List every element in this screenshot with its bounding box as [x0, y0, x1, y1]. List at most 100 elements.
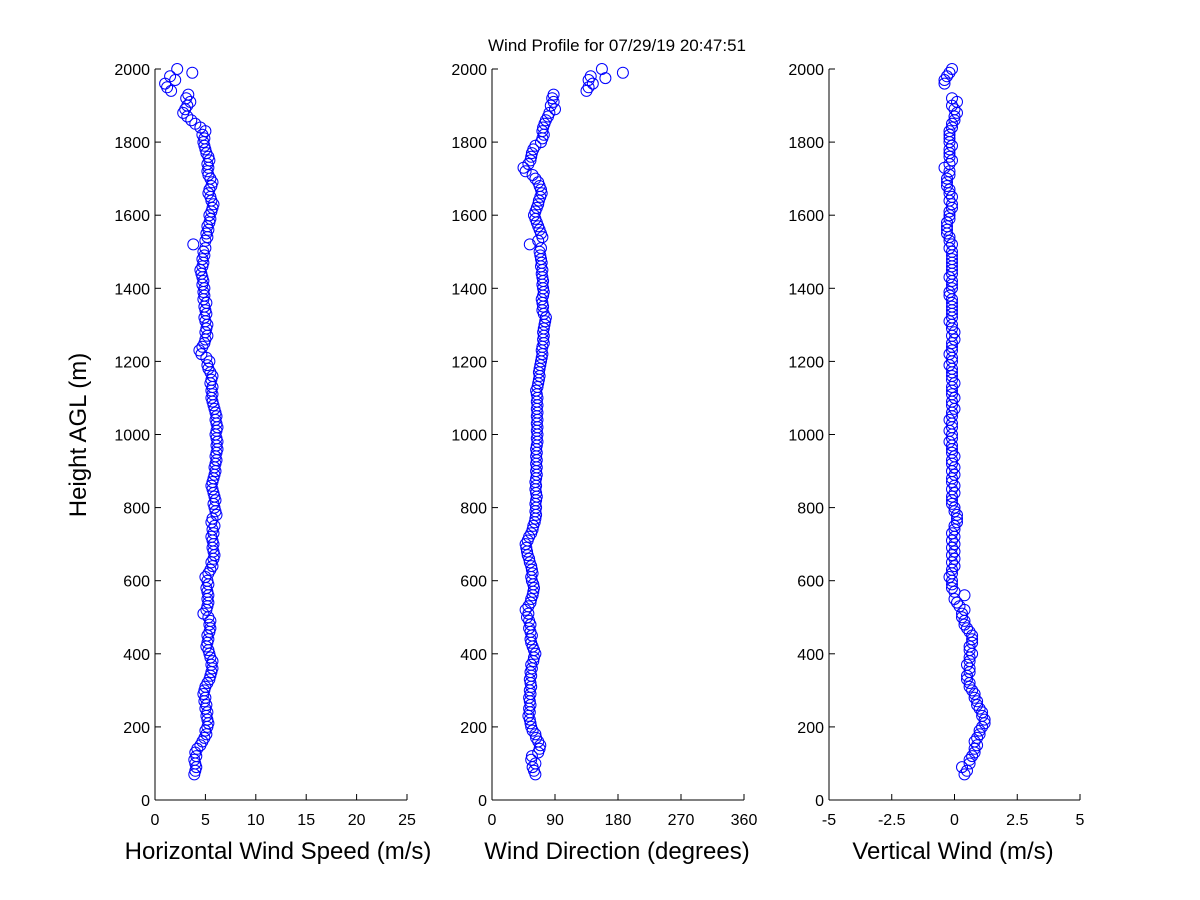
speed-data-point [205, 530, 218, 543]
speed-data-point [207, 198, 220, 211]
speed-data-point [159, 77, 172, 90]
vertical-data-point [946, 139, 958, 152]
vertical-data-point [943, 348, 956, 361]
vertical-data-point [948, 552, 961, 565]
vertical-data-point [946, 446, 958, 459]
vertical-data-point [958, 589, 971, 602]
vertical-data-point [963, 640, 976, 653]
speed-y-tick-label: 2000 [114, 62, 150, 79]
direction-data-point [527, 143, 540, 156]
vertical-data-point [971, 731, 984, 744]
direction-y-tick-label: 600 [460, 574, 487, 591]
vertical-data-point [963, 680, 976, 693]
vertical-data-point [943, 435, 956, 448]
speed-data-point [197, 688, 210, 700]
panel-horizontal-wind-speed: 0 200 400 600 800 1000 1200 1400 1600 1800 2000 0 5 1… [114, 62, 431, 865]
vertical-data-point [943, 359, 956, 372]
vertical-data-point [948, 505, 961, 518]
direction-data-point [525, 753, 538, 766]
vertical-data-point [946, 92, 958, 105]
vertical-data-point [941, 220, 953, 233]
speed-data-point [190, 761, 203, 774]
speed-data-point [200, 307, 213, 320]
speed-data-point [199, 571, 212, 583]
vertical-y-tick-label: 1800 [788, 135, 824, 152]
speed-data-point [205, 205, 218, 218]
direction-data-point [549, 103, 561, 116]
vertical-data-point [943, 289, 956, 302]
speed-data-point [202, 717, 215, 730]
speed-data-point [208, 519, 221, 532]
figure-title: Wind Profile for 07/29/19 20:47:51 [488, 36, 746, 55]
vertical-data-point [946, 117, 958, 130]
direction-data-point [529, 172, 542, 185]
vertical-data-point [963, 625, 976, 638]
vertical-data-point [971, 695, 984, 708]
speed-data-point [200, 147, 213, 160]
speed-y-tick-label: 200 [123, 720, 150, 737]
vertical-data-point [956, 611, 968, 624]
direction-data-point [529, 728, 542, 741]
vertical-data-point [956, 607, 968, 620]
direction-y-tick-label: 1400 [451, 281, 487, 298]
vertical-x-tick-label: 5 [1076, 812, 1085, 829]
direction-y-tick-label: 1600 [451, 208, 487, 225]
speed-y-tick-label: 0 [141, 793, 150, 810]
vertical-data-point [951, 106, 963, 119]
speed-data-point [199, 326, 212, 339]
speed-x-tick-label: 15 [297, 812, 315, 829]
vertical-x-tick-label: 2.5 [1006, 812, 1028, 829]
vertical-data-point [946, 190, 958, 203]
speed-data-point [196, 128, 209, 141]
direction-data-point [523, 556, 536, 569]
speed-data-point [206, 370, 219, 382]
vertical-data-point [948, 560, 961, 573]
speed-data-point [204, 669, 217, 682]
speed-data-point [198, 337, 211, 350]
direction-y-tick-label: 1800 [451, 135, 487, 152]
speed-data-point [207, 472, 220, 485]
vertical-data-point [963, 757, 976, 770]
speed-data-point [203, 355, 216, 368]
direction-data-point [526, 169, 539, 181]
speed-data-point [196, 271, 209, 284]
speed-data-point [197, 275, 210, 287]
vertical-data-point [961, 622, 973, 635]
speed-data-point [208, 549, 221, 562]
vertical-data-point [948, 103, 961, 116]
vertical-data-point [943, 212, 956, 225]
direction-data-point [523, 530, 536, 543]
vertical-y-tick-label: 1200 [788, 354, 824, 371]
direction-data-point [525, 720, 538, 733]
panel-wind-direction: 0 200 400 600 800 1000 1200 1400 1600 1800 2000 0 90… [451, 62, 757, 865]
speed-data-point [206, 476, 219, 488]
vertical-data-point [946, 300, 958, 313]
vertical-data-point [938, 77, 951, 90]
direction-data-point [544, 99, 557, 112]
vertical-y-tick-label: 1000 [788, 428, 824, 445]
vertical-data-point [958, 768, 971, 781]
speed-data-point [200, 640, 213, 653]
vertical-data-points [938, 63, 991, 781]
speed-y-tick-label: 1800 [114, 135, 150, 152]
speed-x-axis-label: Horizontal Wind Speed (m/s) [125, 838, 432, 865]
direction-data-point [526, 567, 539, 580]
speed-data-point [198, 684, 211, 697]
speed-y-tick-label: 800 [123, 501, 150, 518]
speed-data-point [180, 92, 193, 105]
vertical-data-point [943, 271, 956, 284]
vertical-data-point [968, 735, 981, 748]
speed-data-point [164, 70, 177, 83]
vertical-data-point [948, 402, 961, 415]
speed-data-point [205, 180, 218, 192]
vertical-data-point [946, 541, 958, 554]
vertical-data-point [946, 549, 958, 562]
direction-x-tick-label: 360 [731, 812, 758, 829]
direction-data-point [520, 541, 533, 554]
vertical-data-point [946, 282, 958, 295]
speed-y-tick-label: 600 [123, 574, 150, 591]
vertical-data-point [976, 709, 989, 722]
direction-data-point [535, 242, 547, 255]
vertical-y-tick-label: 1400 [788, 281, 824, 298]
